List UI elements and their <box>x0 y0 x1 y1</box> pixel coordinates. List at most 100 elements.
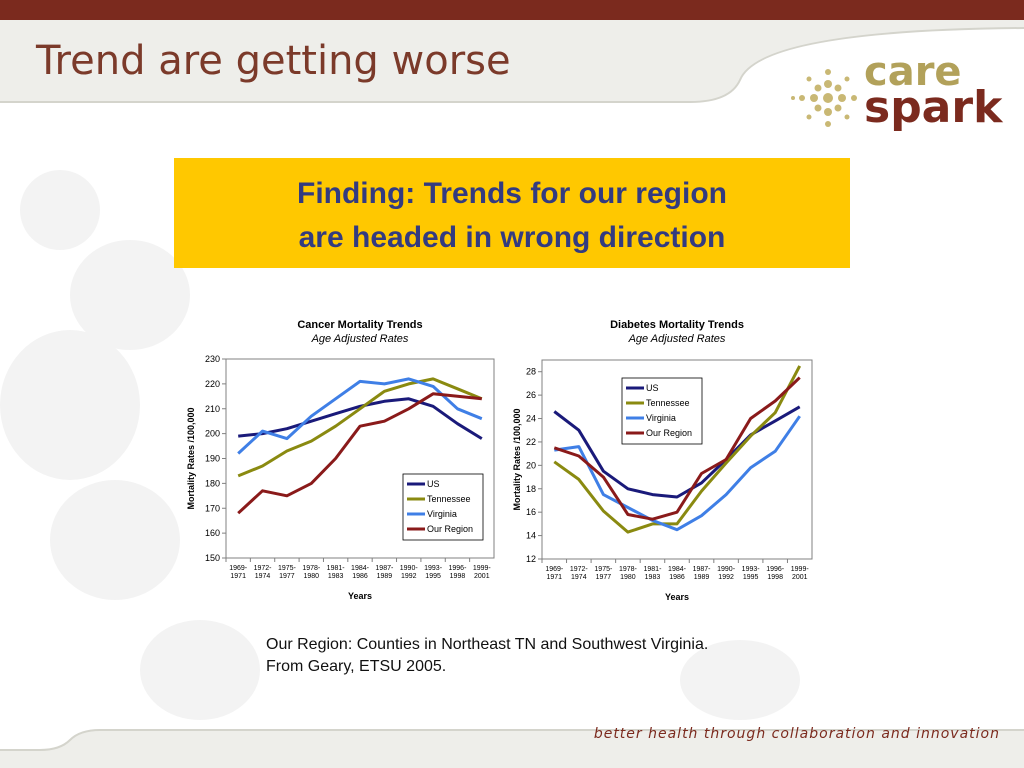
cancer-y-axis-label: Mortality Rates /100,000 <box>186 407 196 509</box>
header-band <box>0 20 1024 103</box>
logo-word-spark: spark <box>864 82 1003 133</box>
diabetes-y-tick-label: 16 <box>526 507 536 517</box>
cancer-x-tick-label: 1999-2001 <box>473 565 492 580</box>
cancer-x-axis-label: Years <box>348 591 372 601</box>
diabetes-x-tick-label-part: 1996- <box>766 566 785 573</box>
carespark-logo: care spark <box>790 52 1010 132</box>
diabetes-chart-subtitle: Age Adjusted Rates <box>628 333 726 345</box>
diabetes-x-tick-label-part: 1999- <box>791 566 810 573</box>
diabetes-x-tick-label-part: 1987- <box>693 566 712 573</box>
background-blob <box>680 640 800 720</box>
cancer-mortality-chart: Cancer Mortality Trends Age Adjusted Rate… <box>180 312 500 612</box>
diabetes-x-tick-label-part: 1975- <box>594 566 613 573</box>
diabetes-chart-title: Diabetes Mortality Trends <box>610 319 744 331</box>
cancer-series-line-our-region <box>237 392 482 515</box>
cancer-x-tick-label-part: 1990- <box>400 565 419 572</box>
cancer-x-tick-label: 1975-1977 <box>278 565 297 580</box>
background-blob <box>0 330 140 480</box>
diabetes-x-tick-label: 1984-1986 <box>668 566 687 581</box>
diabetes-x-tick-label-part: 1969- <box>545 566 564 573</box>
cancer-chart-title: Cancer Mortality Trends <box>297 319 422 331</box>
cancer-x-tick-label-part: 1978- <box>302 565 321 572</box>
footer-band <box>0 729 1024 768</box>
cancer-legend-label-us: US <box>427 479 440 489</box>
diabetes-series-line-our-region <box>553 376 801 521</box>
diabetes-x-tick-label: 1987-1989 <box>693 566 712 581</box>
diabetes-y-tick-label: 28 <box>526 367 536 377</box>
background-blob <box>20 170 100 250</box>
cancer-x-tick-label: 1972-1974 <box>254 565 273 580</box>
footnote-line-1: Our Region: Counties in Northeast TN and… <box>266 636 709 653</box>
cancer-chart-svg: Cancer Mortality Trends Age Adjusted Rate… <box>186 319 495 601</box>
diabetes-x-tick-label: 1975-1977 <box>594 566 613 581</box>
cancer-x-tick-label: 1990-1992 <box>400 565 419 580</box>
diabetes-x-tick-label-part: 1995 <box>743 574 759 581</box>
cancer-x-tick-label-part: 1981- <box>327 565 346 572</box>
finding-callout: Finding: Trends for our region are heade… <box>174 158 850 268</box>
cancer-series-line-us <box>238 397 483 440</box>
cancer-y-tick-label: 190 <box>205 454 220 464</box>
cancer-x-tick-label-part: 1984- <box>351 565 370 572</box>
cancer-legend-label-our-region: Our Region <box>427 524 473 534</box>
diabetes-y-tick-label: 24 <box>526 414 536 424</box>
diabetes-x-tick-label-part: 1989 <box>694 574 710 581</box>
cancer-x-tick-label-part: 1983 <box>328 573 344 580</box>
cancer-x-tick-label: 1993-1995 <box>424 565 443 580</box>
diabetes-x-tick-label-part: 1992 <box>718 574 734 581</box>
cancer-y-tick-label: 200 <box>205 429 220 439</box>
cancer-x-tick-label-part: 1974 <box>255 573 271 580</box>
cancer-legend-label-tennessee: Tennessee <box>427 494 471 504</box>
cancer-x-tick-label-part: 1993- <box>424 565 443 572</box>
cancer-series-line-tennessee <box>237 377 483 478</box>
cancer-x-tick-label-part: 1999- <box>473 565 492 572</box>
diabetes-x-tick-label-part: 1993- <box>742 566 761 573</box>
cancer-x-tick-label: 1978-1980 <box>302 565 321 580</box>
diabetes-x-tick-label-part: 2001 <box>792 574 808 581</box>
diabetes-x-tick-label: 1978-1980 <box>619 566 638 581</box>
cancer-y-tick-label: 160 <box>205 528 220 538</box>
cancer-x-tick-label-part: 1971 <box>230 573 246 580</box>
diabetes-y-tick-label: 12 <box>526 554 536 564</box>
diabetes-series-line-tennessee <box>553 365 802 534</box>
cancer-x-tick-label-part: 1998 <box>450 573 466 580</box>
cancer-x-tick-label-part: 1986 <box>352 573 368 580</box>
top-accent-bar <box>0 0 1024 20</box>
diabetes-x-tick-label-part: 1981- <box>644 566 663 573</box>
cancer-x-tick-label: 1969-1971 <box>229 565 248 580</box>
background-blob <box>140 620 260 720</box>
cancer-x-tick-label-part: 1996- <box>449 565 468 572</box>
diabetes-y-tick-label: 22 <box>526 437 536 447</box>
diabetes-x-tick-label-part: 1998 <box>767 574 783 581</box>
cancer-x-tick-label-part: 2001 <box>474 573 490 580</box>
diabetes-y-tick-label: 18 <box>526 484 536 494</box>
diabetes-x-tick-label-part: 1983 <box>645 574 661 581</box>
diabetes-y-axis-label: Mortality Rates /100,000 <box>512 408 522 510</box>
background-blob <box>50 480 180 600</box>
cancer-x-tick-label-part: 1989 <box>377 573 393 580</box>
cancer-y-tick-label: 230 <box>205 354 220 364</box>
cancer-legend-label-virginia: Virginia <box>427 509 457 519</box>
diabetes-y-tick-label: 26 <box>526 390 536 400</box>
diabetes-mortality-chart: Diabetes Mortality Trends Age Adjusted Ra… <box>506 312 826 612</box>
diabetes-y-tick-label: 20 <box>526 460 536 470</box>
cancer-x-tick-label-part: 1977 <box>279 573 295 580</box>
diabetes-x-tick-label: 1990-1992 <box>717 566 736 581</box>
diabetes-legend-label-virginia: Virginia <box>646 413 676 423</box>
diabetes-y-tick-label: 14 <box>526 531 536 541</box>
cancer-y-tick-label: 180 <box>205 478 220 488</box>
diabetes-legend-label-tennessee: Tennessee <box>646 398 690 408</box>
cancer-y-tick-label: 170 <box>205 503 220 513</box>
cancer-y-tick-label: 220 <box>205 379 220 389</box>
diabetes-x-tick-label-part: 1977 <box>596 574 612 581</box>
diabetes-legend-label-our-region: Our Region <box>646 428 692 438</box>
diabetes-x-tick-label-part: 1984- <box>668 566 687 573</box>
background-blob <box>70 240 190 350</box>
finding-line-1: Finding: Trends for our region <box>297 177 727 210</box>
diabetes-x-tick-label: 1981-1983 <box>644 566 663 581</box>
diabetes-x-tick-label: 1969-1971 <box>545 566 564 581</box>
cancer-y-tick-label: 210 <box>205 404 220 414</box>
diabetes-x-tick-label-part: 1990- <box>717 566 736 573</box>
cancer-x-tick-label: 1984-1986 <box>351 565 370 580</box>
diabetes-x-tick-label-part: 1980 <box>620 574 636 581</box>
starburst-dots-icon <box>791 69 857 127</box>
